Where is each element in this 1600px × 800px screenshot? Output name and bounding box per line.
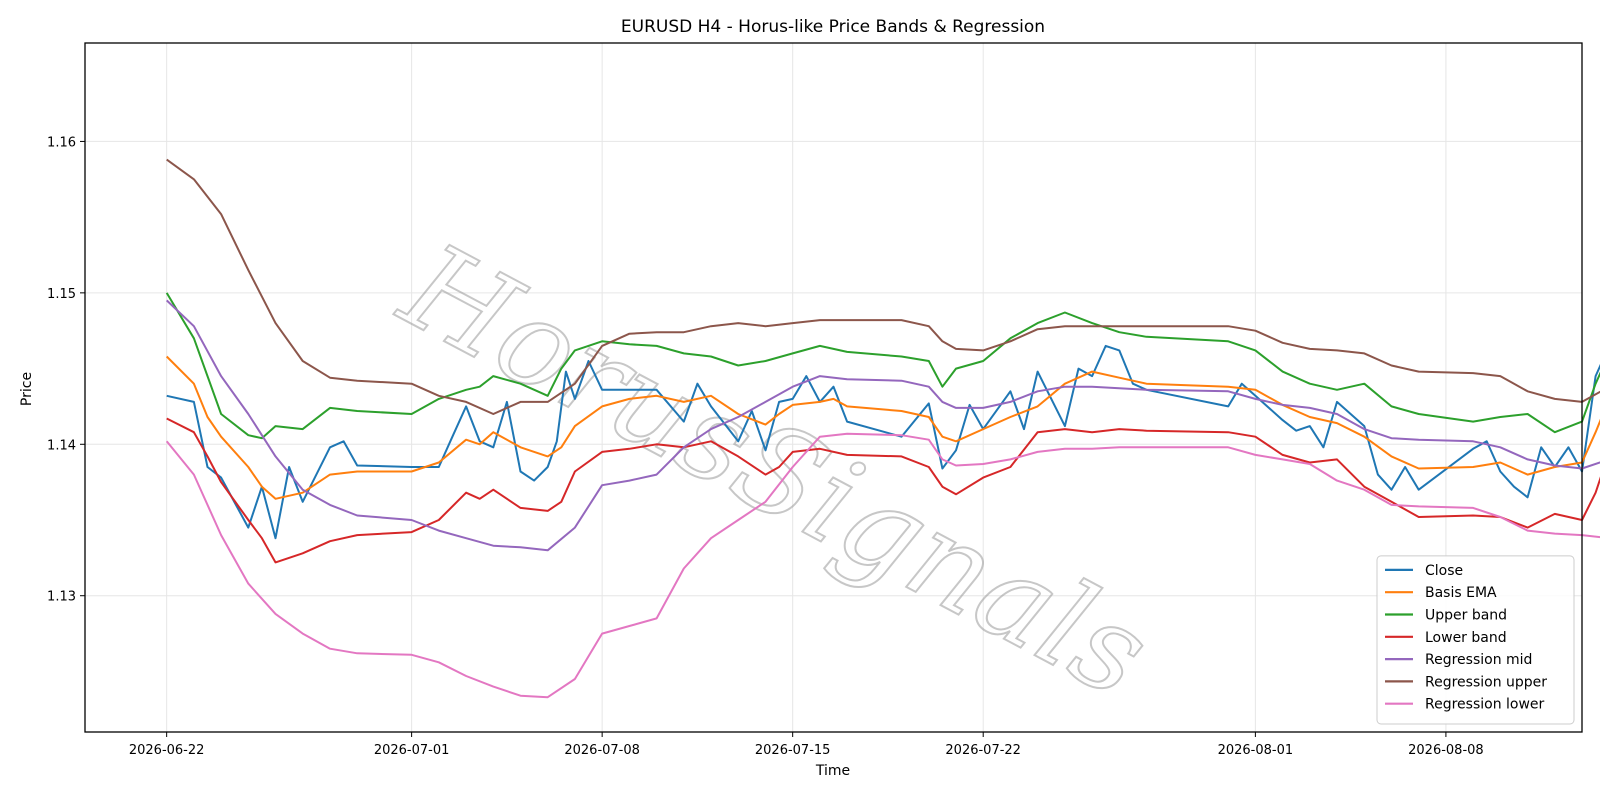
legend-label: Upper band bbox=[1425, 608, 1507, 624]
x-axis: 2026-06-22 2026-07-01 2026-07-08 2026-07-15… bbox=[129, 732, 1484, 758]
x-tick-label: 2026-08-01 bbox=[1218, 743, 1294, 758]
series-line-regression-mid bbox=[166, 299, 1600, 552]
x-tick-label: 2026-07-08 bbox=[564, 743, 640, 758]
series-line-basis-ema bbox=[165, 355, 1600, 500]
legend-label: Regression lower bbox=[1425, 697, 1545, 713]
series-line-lower-band bbox=[166, 417, 1600, 564]
chart-title: EURUSD H4 - Horus-like Price Bands & Reg… bbox=[621, 17, 1045, 37]
x-axis-title: Time bbox=[815, 763, 850, 779]
y-axis: 1.13 1.14 1.15 1.16 bbox=[47, 135, 85, 605]
series-group bbox=[165, 158, 1600, 699]
series-line-close bbox=[166, 344, 1600, 540]
legend: Close Basis EMA Upper band Lower band Regres… bbox=[1376, 555, 1575, 725]
series-line-regression-upper bbox=[166, 158, 1600, 415]
legend-box bbox=[1376, 555, 1575, 725]
grid bbox=[85, 43, 1582, 732]
x-tick-label: 2026-07-01 bbox=[374, 743, 450, 758]
x-tick-label: 2026-07-15 bbox=[755, 743, 831, 758]
y-tick-label: 1.16 bbox=[47, 135, 76, 150]
x-tick-label: 2026-07-22 bbox=[945, 743, 1021, 758]
legend-label: Basis EMA bbox=[1425, 585, 1497, 601]
legend-label: Close bbox=[1425, 563, 1463, 579]
y-axis-title: Price bbox=[19, 372, 35, 406]
legend-label: Regression mid bbox=[1425, 652, 1532, 668]
plot-frame bbox=[84, 42, 1583, 733]
series-line-regression-lower bbox=[165, 432, 1600, 699]
legend-label: Lower band bbox=[1425, 630, 1507, 646]
x-tick-label: 2026-08-08 bbox=[1408, 743, 1484, 758]
series-line-upper-band bbox=[165, 292, 1600, 440]
y-tick-label: 1.14 bbox=[47, 438, 76, 453]
y-tick-label: 1.15 bbox=[47, 287, 76, 302]
y-tick-label: 1.13 bbox=[47, 590, 76, 605]
x-tick-label: 2026-06-22 bbox=[129, 743, 205, 758]
legend-label: Regression upper bbox=[1425, 674, 1547, 690]
